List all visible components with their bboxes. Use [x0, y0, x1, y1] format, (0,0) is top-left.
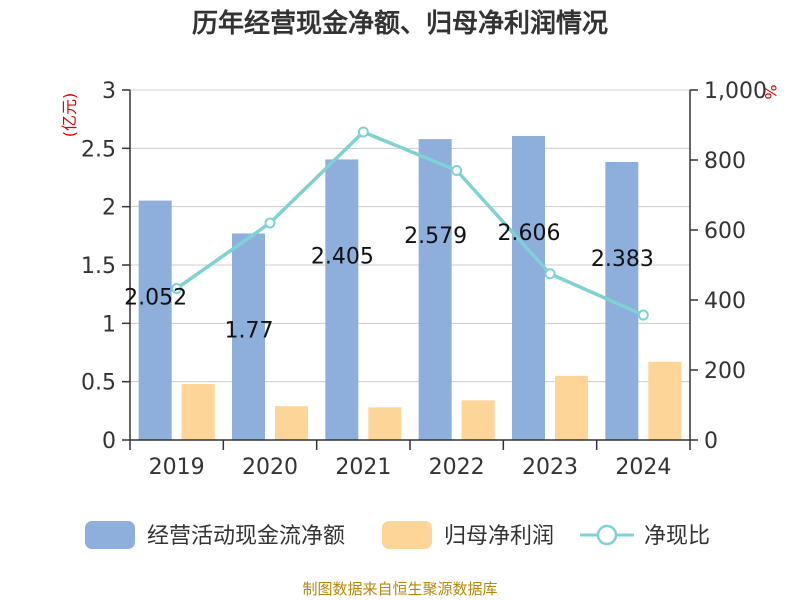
chart-title: 历年经营现金净额、归母净利润情况: [192, 8, 608, 39]
bar-value-label: 2.579: [404, 224, 467, 249]
bar-value-label: 2.383: [591, 247, 654, 272]
legend-swatch-operating-cash-flow: [85, 521, 135, 549]
left-tick-label: 2: [102, 196, 116, 221]
left-tick-label: 1: [102, 312, 116, 337]
x-tick-label: 2024: [615, 455, 671, 480]
ratio-line-path: [175, 130, 645, 317]
x-tick-label: 2023: [522, 455, 578, 480]
legend-label-ratio: 净现比: [644, 524, 710, 549]
gridlines: [130, 89, 690, 383]
bar-value-label: 2.052: [124, 286, 187, 311]
left-tick-label: 0.5: [81, 371, 116, 396]
bar-net-profit: [181, 384, 215, 440]
ratio-point: [637, 309, 649, 321]
left-tick-label: 3: [102, 79, 116, 104]
left-tick-label: 2.5: [81, 137, 116, 162]
ratio-point: [544, 268, 556, 280]
right-tick-label: 0: [704, 429, 718, 454]
ratio-point: [451, 165, 463, 176]
bar-operating-cash-flow: [512, 135, 545, 440]
right-tick-label: 400: [704, 289, 746, 314]
bars: [138, 135, 682, 440]
source-note: 制图数据来自恒生聚源数据库: [302, 580, 497, 598]
bar-net-profit: [461, 400, 495, 440]
data-labels: 2.052 1.77 2.405 2.579 2.606 2.383: [124, 221, 654, 344]
ratio-point: [171, 282, 183, 294]
right-tick-label: 1,000: [704, 79, 767, 104]
legend-swatch-net-profit: [382, 521, 432, 549]
right-tick-label: 200: [704, 359, 746, 384]
legend-label-operating-cash-flow: 经营活动现金流净额: [147, 524, 345, 549]
legend: 经营活动现金流净额 归母净利润 净现比: [85, 521, 710, 549]
bar-net-profit: [368, 407, 402, 440]
bar-net-profit: [555, 375, 588, 440]
right-tick-label: 600: [704, 219, 746, 244]
bar-operating-cash-flow: [325, 159, 359, 440]
ratio-line: [171, 126, 649, 321]
left-tick-label: 1.5: [81, 254, 116, 279]
x-tick-label: 2020: [242, 455, 298, 480]
bar-net-profit: [275, 406, 308, 440]
x-tick-label: 2019: [149, 455, 205, 480]
left-tick-label: 0: [102, 429, 116, 454]
legend-label-net-profit: 归母净利润: [444, 524, 554, 549]
bar-value-label: 1.77: [225, 319, 274, 344]
x-tick-label: 2021: [335, 455, 391, 480]
axes: 0 0.5 1 1.5 2 2.5 3 0 200 400 600 800 1,000 2019 2020 2…: [81, 79, 767, 480]
x-tick-label: 2022: [429, 455, 485, 480]
bar-operating-cash-flow: [138, 200, 172, 440]
bar-value-label: 2.606: [498, 221, 561, 246]
legend-swatch-ratio-marker: [596, 524, 618, 546]
ratio-point: [357, 126, 369, 138]
bar-operating-cash-flow: [418, 139, 452, 440]
ratio-point: [264, 217, 276, 229]
bar-value-label: 2.405: [311, 244, 374, 269]
bar-net-profit: [648, 361, 682, 440]
left-axis-unit: (亿元): [60, 93, 79, 138]
right-tick-label: 800: [704, 149, 746, 174]
bar-operating-cash-flow: [232, 233, 265, 440]
right-axis-unit: %: [761, 84, 780, 99]
